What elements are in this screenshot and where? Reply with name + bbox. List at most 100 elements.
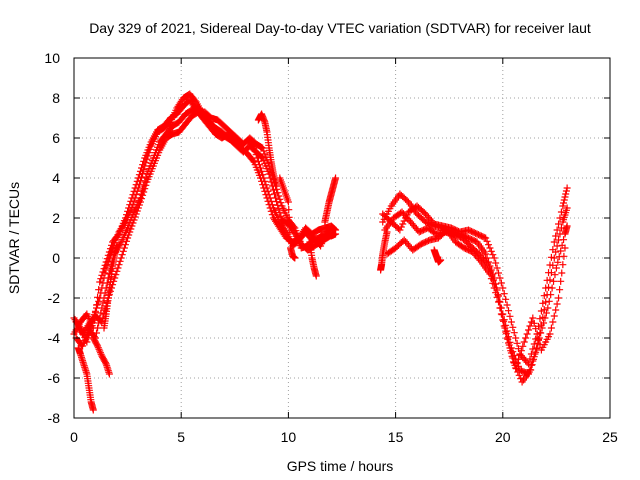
data-point-interp — [495, 269, 503, 277]
data-point-interp — [531, 350, 539, 358]
data-point-interp — [114, 264, 122, 272]
data-point — [512, 364, 520, 372]
data-point-interp — [140, 157, 148, 165]
data-point-interp — [558, 269, 566, 277]
data-point-interp — [512, 365, 520, 373]
data-point-interp — [399, 220, 407, 228]
data-point-interp — [133, 177, 141, 185]
data-point-interp — [547, 253, 555, 261]
data-point-interp — [545, 297, 553, 305]
data-point-interp — [505, 307, 513, 315]
data-point-interp — [138, 195, 146, 203]
data-point-interp — [277, 212, 285, 220]
y-tick-label: -6 — [48, 370, 61, 386]
data-point-interp — [269, 186, 277, 194]
data-point-interp — [119, 247, 127, 255]
data-point — [134, 174, 142, 182]
data-point-interp — [94, 344, 102, 352]
data-point-interp — [489, 251, 497, 259]
x-tick-label: 5 — [177, 429, 185, 445]
data-point-interp — [545, 269, 553, 277]
data-point-interp — [106, 287, 114, 295]
data-point-interp — [264, 187, 272, 195]
data-point-interp — [261, 150, 269, 158]
data-point-interp — [554, 258, 562, 266]
data-point — [503, 334, 511, 342]
data-point-interp — [499, 316, 507, 324]
data-point-interp — [123, 237, 131, 245]
data-point-interp — [94, 324, 102, 332]
data-point-interp — [260, 147, 268, 155]
data-point — [546, 330, 554, 338]
y-tick-label: 0 — [52, 250, 60, 266]
data-point-interp — [95, 297, 103, 305]
data-point-interp — [489, 279, 497, 287]
data-point-interp — [556, 286, 564, 294]
data-point-interp — [259, 171, 267, 179]
data-point-interp — [540, 319, 548, 327]
data-point — [495, 298, 503, 306]
data-point-interp — [551, 271, 559, 279]
data-point-interp — [550, 312, 558, 320]
data-point — [437, 256, 445, 264]
data-point-interp — [547, 291, 555, 299]
y-tick-label: 10 — [44, 50, 60, 66]
data-point-interp — [538, 324, 546, 332]
data-point-interp — [126, 228, 134, 236]
data-point-interp — [560, 196, 568, 204]
x-tick-label: 20 — [495, 429, 511, 445]
data-point-interp — [553, 242, 561, 250]
data-point-interp — [537, 307, 545, 315]
data-point — [527, 366, 535, 374]
y-tick-label: 8 — [52, 90, 60, 106]
data-point-interp — [132, 210, 140, 218]
data-point-interp — [559, 261, 567, 269]
data-point — [291, 254, 299, 262]
data-point — [117, 254, 125, 262]
data-point — [329, 224, 337, 232]
data-point — [136, 198, 144, 206]
data-point-interp — [135, 201, 143, 209]
data-point-interp — [547, 324, 555, 332]
data-point-interp — [513, 360, 521, 368]
data-point-interp — [497, 279, 505, 287]
data-point — [121, 214, 129, 222]
data-point-interp — [121, 241, 129, 249]
data-point-interp — [493, 264, 501, 272]
data-point — [529, 314, 537, 322]
data-point-interp — [557, 247, 565, 255]
data-point-interp — [560, 252, 568, 260]
data-point-interp — [132, 181, 140, 189]
data-point-interp — [286, 236, 294, 244]
data-point-interp — [507, 349, 515, 357]
data-point-interp — [503, 301, 511, 309]
data-point — [273, 182, 281, 190]
data-point-interp — [513, 339, 521, 347]
data-point-interp — [136, 167, 144, 175]
data-point-interp — [509, 323, 517, 331]
data-point — [520, 338, 528, 346]
data-point-interp — [530, 355, 538, 363]
data-point-interp — [552, 232, 560, 240]
data-point — [94, 342, 102, 350]
data-point-interp — [510, 329, 518, 337]
data-point-interp — [543, 276, 551, 284]
data-point — [102, 258, 110, 266]
data-point-interp — [553, 226, 561, 234]
data-point-interp — [553, 300, 561, 308]
data-point-interp — [97, 350, 105, 358]
data-point-interp — [485, 241, 493, 249]
data-point-interp — [515, 371, 523, 379]
data-point-interp — [265, 191, 273, 199]
data-point-interp — [127, 225, 135, 233]
data-point-interp — [125, 231, 133, 239]
data-point-interp — [476, 256, 484, 264]
data-point-interp — [532, 325, 540, 333]
data-point-interp — [504, 335, 512, 343]
data-point-interp — [562, 190, 570, 198]
data-point-interp — [290, 223, 298, 231]
data-point — [510, 358, 518, 366]
data-point-interp — [93, 329, 101, 337]
data-point — [563, 204, 571, 212]
data-point — [507, 318, 515, 326]
